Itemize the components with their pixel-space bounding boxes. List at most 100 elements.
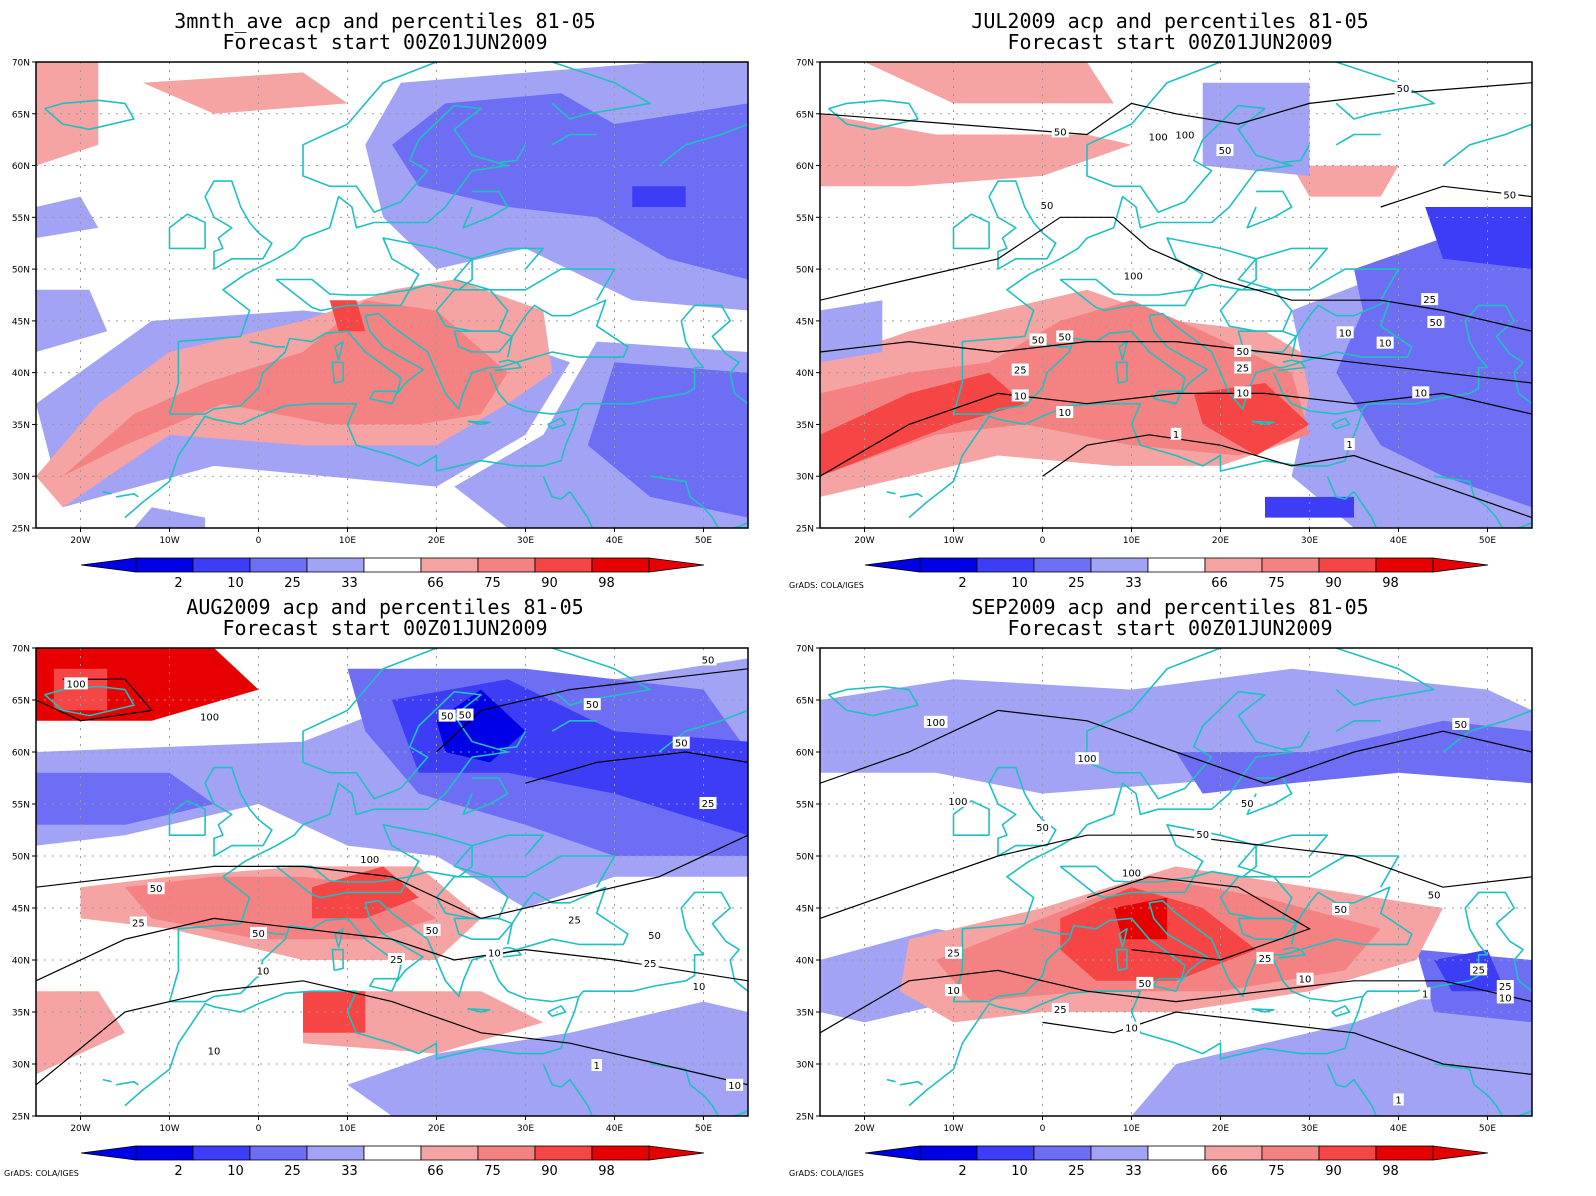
contour-label-bg <box>1173 128 1197 141</box>
contour-label: 1 <box>1173 430 1179 441</box>
contour-label-bg <box>946 794 970 807</box>
contour-label-bg <box>1216 144 1234 157</box>
colorbar-label: 25 <box>1068 1164 1085 1179</box>
contour-label-bg <box>1296 972 1314 985</box>
lon-label: 10E <box>339 536 356 546</box>
coastline <box>1326 1063 1378 1116</box>
panel-title: AUG2009 acp and percentiles 81-05 <box>186 595 583 619</box>
contour-label-bg <box>1501 188 1519 201</box>
coastline <box>1153 977 1183 993</box>
lon-label: 20E <box>1212 536 1229 546</box>
lat-label: 25N <box>796 525 814 535</box>
lat-label: 45N <box>796 905 814 915</box>
contour-label-bg <box>672 736 690 749</box>
coastline <box>334 340 344 361</box>
contour-label: 10 <box>488 949 501 960</box>
coastline <box>1278 946 1306 959</box>
lat-label: 65N <box>796 697 814 707</box>
coastline <box>908 959 1364 1107</box>
coastline <box>547 1004 567 1018</box>
colorbar-label: 25 <box>284 1164 301 1179</box>
lon-label: 40E <box>606 1124 623 1134</box>
contour-label: 50 <box>1454 720 1467 731</box>
lon-label: 10E <box>339 1124 356 1134</box>
lon-label: 20E <box>428 536 445 546</box>
contour-label: 100 <box>1124 271 1143 282</box>
map-panel: AUG2009 acp and percentiles 81-05Forecas… <box>4 595 749 1179</box>
colorbar-swatch <box>1147 1145 1206 1161</box>
lat-label: 30N <box>12 1061 30 1071</box>
coastline <box>1251 420 1275 426</box>
lat-label: 55N <box>796 214 814 224</box>
coastline <box>1362 304 1532 410</box>
coastline <box>658 709 748 753</box>
contour-label-bg <box>641 957 659 970</box>
percentile-shade-33 <box>347 1001 748 1116</box>
coastline <box>1115 948 1128 972</box>
panel-subtitle: Forecast start 00Z01JUN2009 <box>222 616 547 640</box>
panel-subtitle: Forecast start 00Z01JUN2009 <box>1007 616 1332 640</box>
contour-label: 25 <box>1014 366 1027 377</box>
contour-label-bg <box>699 653 717 666</box>
percentile-shade-75 <box>820 300 1310 477</box>
lon-label: 10E <box>1123 536 1140 546</box>
contour-label-bg <box>254 964 272 977</box>
contour-label: 1 <box>594 1061 600 1072</box>
contour-label: 10 <box>1299 975 1312 986</box>
contour-label: 1 <box>1422 989 1428 1000</box>
colorbar-label: 33 <box>341 576 358 591</box>
colorbar: 2 10 25 33 66 75 90 98 <box>80 1145 705 1179</box>
contour-label: 50 <box>1397 84 1410 95</box>
contour-label-bg <box>423 923 441 936</box>
lat-label: 60N <box>12 162 30 172</box>
contour-label-bg <box>1452 717 1470 730</box>
contour-label: 10 <box>1414 388 1427 399</box>
contour-label-bg <box>250 926 267 939</box>
coastline <box>828 685 919 717</box>
contour-label: 100 <box>1175 130 1194 141</box>
lat-label: 50N <box>12 853 30 863</box>
contour-line <box>1086 876 1311 961</box>
coastline <box>467 1008 491 1013</box>
coastline <box>44 99 135 131</box>
colorbar-label: 75 <box>484 576 501 591</box>
lat-label: 65N <box>12 697 30 707</box>
colorbar-swatch <box>1318 557 1377 573</box>
colorbar-arrow-low <box>864 1145 921 1161</box>
contour-label: 50 <box>1503 191 1516 202</box>
lat-label: 70N <box>12 59 30 69</box>
coastline <box>115 492 139 498</box>
contour-line <box>820 834 1532 919</box>
colorbar-swatch <box>135 557 194 573</box>
coastline <box>953 299 1413 415</box>
lat-label: 40N <box>796 369 814 379</box>
coastline <box>551 133 597 146</box>
map-area: 100 100 50 50 50 50 50 25 100 50 25 50 50 25 50 25 10 25 1… <box>36 648 748 1116</box>
contour-label-bg <box>1056 330 1074 343</box>
coastline <box>331 948 344 972</box>
coastline <box>1326 475 1378 528</box>
colorbar-swatch <box>976 1145 1035 1161</box>
colorbar-label: 2 <box>958 1164 966 1179</box>
colorbar-arrow-low <box>80 1145 137 1161</box>
contour-label: 50 <box>1241 799 1254 810</box>
colorbar-label: 90 <box>1325 576 1342 591</box>
colorbar-swatch <box>1375 1145 1434 1161</box>
contour-label: 100 <box>1122 869 1141 880</box>
coastline <box>334 927 344 948</box>
colorbar-label: 98 <box>1382 576 1399 591</box>
contour-label: 10 <box>1236 388 1249 399</box>
colorbar-arrow-high <box>1432 557 1489 573</box>
colorbar-swatch <box>1318 1145 1377 1161</box>
contour-label-bg <box>205 1044 223 1057</box>
coastline <box>1115 361 1128 384</box>
panel-subtitle: Forecast start 00Z01JUN2009 <box>1007 30 1332 54</box>
coastline <box>494 359 522 372</box>
contour-label: 25 <box>1472 965 1485 976</box>
contour-label: 25 <box>1259 954 1272 965</box>
colorbar-swatch <box>192 557 251 573</box>
panel-title: JUL2009 acp and percentiles 81-05 <box>971 9 1368 33</box>
lon-label: 10W <box>943 1124 963 1134</box>
lat-label: 70N <box>796 59 814 69</box>
lat-label: 50N <box>796 853 814 863</box>
